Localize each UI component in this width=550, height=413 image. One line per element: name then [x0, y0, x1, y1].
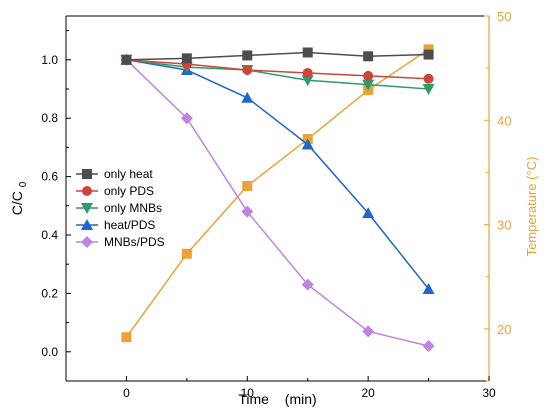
x-tick-label: 10 [241, 386, 255, 400]
y-axis-title-main: C/C [9, 191, 25, 215]
y-axis-right: 20 30 40 50 [484, 9, 511, 382]
legend-swatch-marker [82, 186, 92, 196]
data-point [241, 205, 254, 218]
x-tick-label: 20 [361, 386, 375, 400]
data-point [362, 79, 375, 91]
data-point [301, 138, 314, 150]
data-point [181, 248, 192, 259]
data-point [362, 207, 375, 219]
legend: only heat only PDS only MNBs heat/PDS MNBs/P… [76, 167, 165, 249]
y-tick-label: 0.6 [41, 170, 58, 184]
y-axis-title-subscript: 0 [18, 181, 29, 187]
plot-frame [65, 15, 490, 382]
series-line [126, 51, 429, 61]
series-line [126, 59, 430, 290]
series-line [125, 48, 429, 338]
legend-swatch-marker [81, 236, 93, 248]
series-1 [121, 54, 434, 84]
y2-tick-label: 50 [497, 9, 511, 24]
legend-item: MNBs/PDS [76, 235, 165, 249]
y-tick-label: 0.0 [41, 345, 58, 359]
data-point [242, 180, 253, 191]
y-tick-label: 0.8 [41, 111, 58, 125]
data-point [302, 67, 313, 78]
y2-axis-title: Temperature (°C) [524, 157, 539, 257]
data-point [362, 325, 375, 338]
y2-tick-label: 20 [497, 322, 511, 337]
y-axis-left: 0.0 0.2 0.4 0.6 0.8 1.0 [41, 30, 71, 382]
legend-label: only PDS [104, 184, 154, 198]
legend-item: only heat [76, 167, 153, 181]
data-point [422, 84, 435, 95]
data-point [241, 91, 254, 103]
series-2 [120, 54, 435, 95]
y2-tick-label: 40 [497, 113, 511, 128]
y-axis-title: C/C 0 [9, 181, 29, 215]
data-point [181, 53, 192, 64]
data-point [242, 50, 253, 61]
y-tick-label: 1.0 [41, 53, 58, 67]
data-point [423, 73, 434, 84]
legend-label: only MNBs [104, 201, 162, 215]
legend-item: heat/PDS [76, 218, 155, 232]
data-point [301, 278, 314, 291]
x-axis-title: Time (min) [238, 391, 316, 407]
legend-item: only MNBs [76, 201, 162, 215]
data-point [242, 65, 253, 76]
legend-label: only heat [104, 167, 153, 181]
x-axis-title-quantity: Time [238, 391, 269, 407]
x-tick-label: 0 [123, 386, 130, 400]
x-axis-title-unit: (min) [285, 391, 317, 407]
series-5 [121, 44, 434, 343]
data-point [363, 70, 374, 81]
legend-swatch-marker [81, 203, 93, 214]
series-0 [121, 47, 434, 65]
series-3 [120, 53, 435, 295]
series-line [125, 59, 429, 347]
data-point [121, 332, 132, 343]
legend-item: only PDS [76, 184, 154, 198]
data-point [121, 54, 132, 65]
y-tick-label: 0.2 [41, 286, 58, 300]
data-point [301, 75, 314, 87]
data-point [422, 283, 435, 295]
data-point [423, 49, 434, 60]
x-axis: 0 10 20 30 [65, 376, 496, 400]
series-line [126, 59, 429, 90]
legend-label: heat/PDS [104, 218, 155, 232]
legend-swatch-marker [81, 219, 93, 230]
data-point [363, 51, 374, 62]
series-line [126, 59, 429, 80]
data-point [302, 47, 313, 58]
series-4 [120, 53, 435, 352]
y2-tick-label: 30 [497, 218, 511, 233]
data-point [422, 339, 435, 352]
data-point [423, 44, 434, 55]
x-tick-label: 30 [482, 386, 496, 400]
series-layer [120, 44, 435, 352]
legend-swatch-marker [82, 169, 92, 179]
y-tick-label: 0.4 [41, 228, 58, 242]
data-point [180, 112, 193, 125]
legend-label: MNBs/PDS [104, 235, 165, 249]
